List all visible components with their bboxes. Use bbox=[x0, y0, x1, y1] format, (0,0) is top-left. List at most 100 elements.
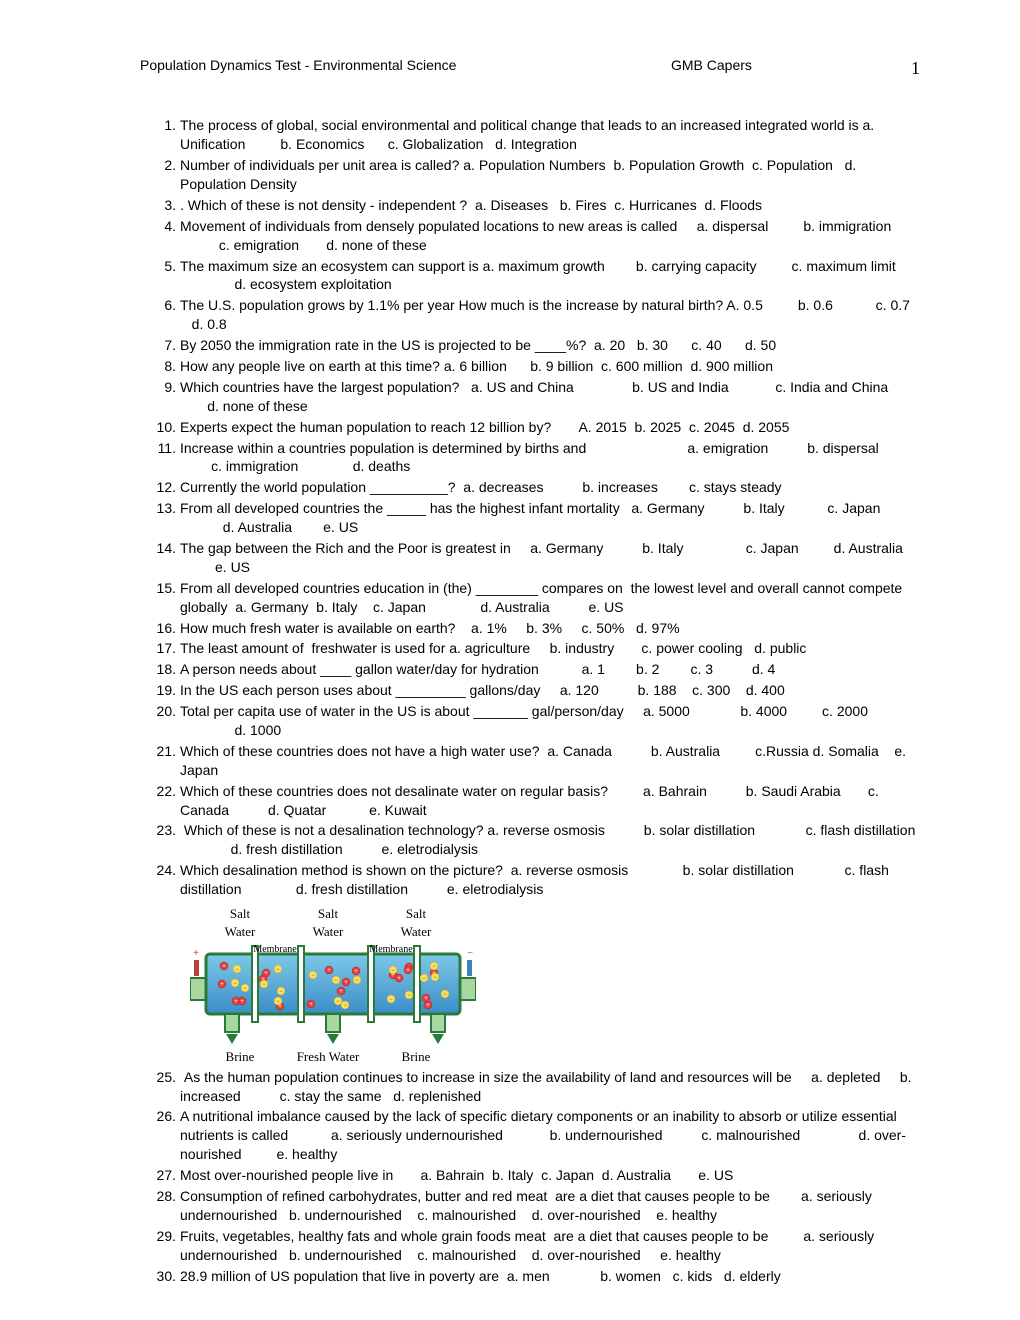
question-text: Total per capita use of water in the US … bbox=[180, 702, 920, 740]
svg-text:−: − bbox=[422, 976, 426, 982]
question-text: 28.9 million of US population that live … bbox=[180, 1267, 920, 1286]
svg-text:−: − bbox=[336, 999, 340, 1005]
svg-text:−: − bbox=[276, 999, 280, 1005]
question-number: 5. bbox=[152, 257, 176, 276]
svg-text:+: + bbox=[220, 982, 224, 988]
question-text: Number of individuals per unit area is c… bbox=[180, 156, 920, 194]
question-text: Increase within a countries population i… bbox=[180, 439, 920, 477]
question-number: 21. bbox=[152, 742, 176, 761]
question-number: 12. bbox=[152, 478, 176, 497]
svg-text:+: + bbox=[222, 964, 226, 970]
page-number: 1 bbox=[911, 56, 920, 80]
question-number: 26. bbox=[152, 1107, 176, 1126]
svg-text:−: − bbox=[432, 964, 436, 970]
question-24: 24.Which desalination method is shown on… bbox=[180, 861, 920, 899]
question-16: 16.How much fresh water is available on … bbox=[180, 619, 920, 638]
question-text: The maximum size an ecosystem can suppor… bbox=[180, 257, 920, 295]
svg-text:+: + bbox=[193, 948, 199, 959]
page-header: Population Dynamics Test - Environmental… bbox=[140, 56, 920, 80]
diagram-label: SaltWater bbox=[372, 905, 460, 940]
question-text: The U.S. population grows by 1.1% per ye… bbox=[180, 296, 920, 334]
svg-text:−: − bbox=[433, 975, 437, 981]
question-8: 8.How any people live on earth at this t… bbox=[180, 357, 920, 376]
question-number: 8. bbox=[152, 357, 176, 376]
question-text: Consumption of refined carbohydrates, bu… bbox=[180, 1187, 920, 1225]
question-number: 24. bbox=[152, 861, 176, 880]
question-text: In the US each person uses about _______… bbox=[180, 681, 920, 700]
question-11: 11.Increase within a countries populatio… bbox=[180, 439, 920, 477]
question-19: 19.In the US each person uses about ____… bbox=[180, 681, 920, 700]
svg-text:−: − bbox=[262, 982, 266, 988]
question-2: 2.Number of individuals per unit area is… bbox=[180, 156, 920, 194]
question-text: Which of these countries does not have a… bbox=[180, 742, 920, 780]
question-number: 25. bbox=[152, 1068, 176, 1087]
question-number: 30. bbox=[152, 1267, 176, 1286]
question-number: 27. bbox=[152, 1166, 176, 1185]
svg-text:+: + bbox=[406, 968, 410, 974]
question-number: 16. bbox=[152, 619, 176, 638]
diagram-label: Brine bbox=[372, 1048, 460, 1066]
question-30: 30.28.9 million of US population that li… bbox=[180, 1267, 920, 1286]
svg-text:+: + bbox=[424, 996, 428, 1002]
svg-text:−: − bbox=[391, 968, 395, 974]
question-text: Which countries have the largest populat… bbox=[180, 378, 920, 416]
test-title: Population Dynamics Test - Environmental… bbox=[140, 56, 671, 80]
question-text: . Which of these is not density - indepe… bbox=[180, 196, 920, 215]
svg-text:−: − bbox=[276, 967, 280, 973]
svg-text:−: − bbox=[311, 973, 315, 979]
question-number: 2. bbox=[152, 156, 176, 175]
question-number: 7. bbox=[152, 336, 176, 355]
question-18: 18.A person needs about ____ gallon wate… bbox=[180, 660, 920, 679]
question-6: 6.The U.S. population grows by 1.1% per … bbox=[180, 296, 920, 334]
question-number: 9. bbox=[152, 378, 176, 397]
question-10: 10.Experts expect the human population t… bbox=[180, 418, 920, 437]
question-1: 1.The process of global, social environm… bbox=[180, 116, 920, 154]
svg-text:+: + bbox=[344, 980, 348, 986]
question-text: Most over-nourished people live in a. Ba… bbox=[180, 1166, 920, 1185]
svg-text:+: + bbox=[240, 999, 244, 1005]
question-number: 3. bbox=[152, 196, 176, 215]
question-14: 14.The gap between the Rich and the Poor… bbox=[180, 539, 920, 577]
question-25: 25. As the human population continues to… bbox=[180, 1068, 920, 1106]
question-text: The gap between the Rich and the Poor is… bbox=[180, 539, 920, 577]
svg-text:−: − bbox=[407, 993, 411, 999]
question-text: Movement of individuals from densely pop… bbox=[180, 217, 920, 255]
question-text: As the human population continues to inc… bbox=[180, 1068, 920, 1106]
svg-text:−: − bbox=[389, 997, 393, 1003]
diagram-label: Fresh Water bbox=[284, 1048, 372, 1066]
question-21: 21.Which of these countries does not hav… bbox=[180, 742, 920, 780]
question-list: 1.The process of global, social environm… bbox=[140, 116, 920, 1285]
question-number: 10. bbox=[152, 418, 176, 437]
question-number: 29. bbox=[152, 1227, 176, 1246]
question-text: A nutritional imbalance caused by the la… bbox=[180, 1107, 920, 1164]
question-27: 27.Most over-nourished people live in a.… bbox=[180, 1166, 920, 1185]
question-number: 28. bbox=[152, 1187, 176, 1206]
question-number: 13. bbox=[152, 499, 176, 518]
svg-text:−: − bbox=[334, 978, 338, 984]
svg-text:−: − bbox=[343, 1003, 347, 1009]
question-26: 26.A nutritional imbalance caused by the… bbox=[180, 1107, 920, 1164]
question-number: 4. bbox=[152, 217, 176, 236]
question-29: 29.Fruits, vegetables, healthy fats and … bbox=[180, 1227, 920, 1265]
svg-text:+: + bbox=[234, 999, 238, 1005]
svg-text:+: + bbox=[327, 968, 331, 974]
desalination-diagram: SaltWaterSaltWaterSaltWaterMembraneMembr… bbox=[190, 905, 920, 1066]
question-22: 22.Which of these countries does not des… bbox=[180, 782, 920, 820]
question-number: 18. bbox=[152, 660, 176, 679]
question-3: 3.. Which of these is not density - inde… bbox=[180, 196, 920, 215]
question-text: Which desalination method is shown on th… bbox=[180, 861, 920, 899]
question-number: 15. bbox=[152, 579, 176, 598]
svg-text:−: − bbox=[355, 978, 359, 984]
question-text: The least amount of freshwater is used f… bbox=[180, 639, 920, 658]
svg-text:−: − bbox=[243, 986, 247, 992]
question-number: 17. bbox=[152, 639, 176, 658]
question-text: Which of these countries does not desali… bbox=[180, 782, 920, 820]
question-text: A person needs about ____ gallon water/d… bbox=[180, 660, 920, 679]
question-number: 14. bbox=[152, 539, 176, 558]
question-text: Which of these is not a desalination tec… bbox=[180, 821, 920, 859]
svg-text:+: + bbox=[339, 989, 343, 995]
question-13: 13.From all developed countries the ____… bbox=[180, 499, 920, 537]
svg-text:+: + bbox=[309, 1002, 313, 1008]
svg-text:+: + bbox=[426, 1003, 430, 1009]
question-text: How much fresh water is available on ear… bbox=[180, 619, 920, 638]
